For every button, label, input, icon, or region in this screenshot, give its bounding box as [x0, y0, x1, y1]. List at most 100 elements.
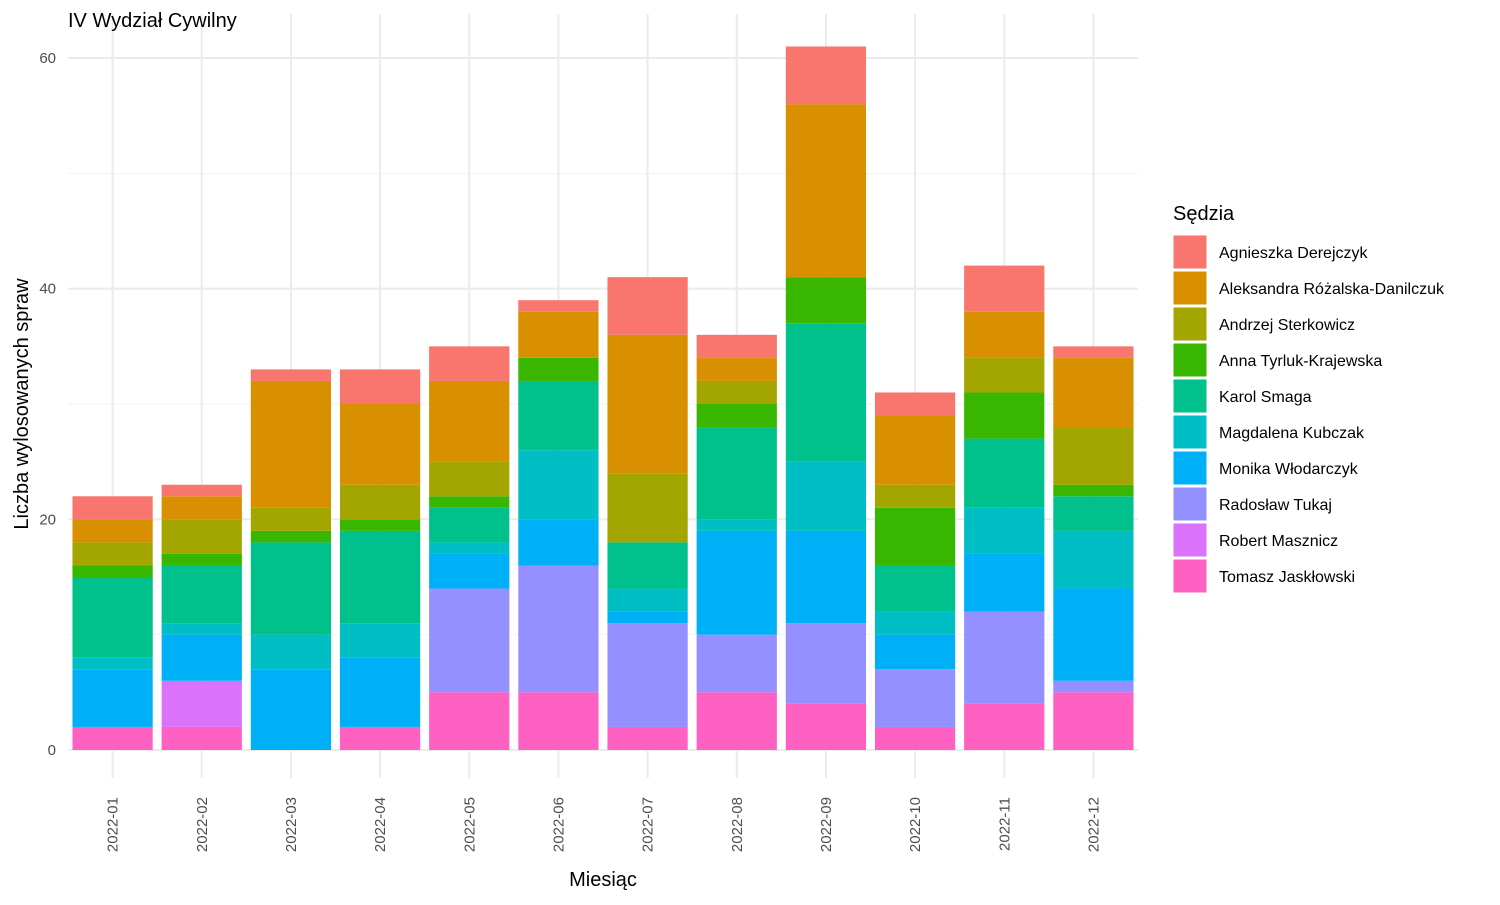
bar-segment-karol-smaga	[874, 565, 956, 612]
bar-segment-magdalena-kubczak	[1053, 530, 1134, 589]
bar-segment-radoslaw-tukaj	[1053, 680, 1134, 693]
bar-segment-anna-tyrluk-krajewska	[72, 565, 153, 577]
bar-segment-monika-wlodarczyk	[518, 519, 599, 566]
legend-label-andrzej-sterkowicz: Andrzej Sterkowicz	[1219, 317, 1355, 334]
bar-segment-karol-smaga	[785, 323, 867, 462]
bar-segment-monika-wlodarczyk	[339, 657, 421, 727]
bar-segment-anna-tyrluk-krajewska	[161, 553, 242, 566]
bar-segment-andrzej-sterkowicz	[1053, 427, 1134, 485]
x-tick-label: 2022-12	[1085, 797, 1102, 852]
legend-key-aleksandra-rozalska-danilczuk	[1172, 270, 1208, 306]
bar-segment-tomasz-jasklowski	[72, 726, 153, 750]
legend-title: Sędzia	[1173, 203, 1235, 225]
bar-segment-karol-smaga	[429, 507, 510, 543]
bar-segment-anna-tyrluk-krajewska	[785, 277, 867, 324]
bar-segment-magdalena-kubczak	[607, 588, 688, 612]
bar-segment-magdalena-kubczak	[250, 634, 332, 670]
x-tick-label: 2022-10	[907, 797, 924, 852]
bar-segment-aleksandra-rozalska-danilczuk	[874, 415, 956, 485]
bar-segment-robert-masznicz	[161, 680, 242, 727]
bar-segment-agnieszka-derejczyk	[607, 277, 688, 335]
bar-segment-magdalena-kubczak	[339, 623, 421, 658]
bar-segment-andrzej-sterkowicz	[429, 461, 510, 497]
y-axis-ticks: 0 20 40 60	[39, 50, 56, 759]
legend-label-magdalena-kubczak: Magdalena Kubczak	[1219, 425, 1365, 442]
bar-segment-aleksandra-rozalska-danilczuk	[785, 104, 867, 278]
bar-segment-karol-smaga	[518, 380, 599, 451]
bar-segment-monika-wlodarczyk	[607, 611, 688, 624]
legend-label-aleksandra-rozalska-danilczuk: Aleksandra Różalska-Danilczuk	[1219, 281, 1445, 298]
bar-segment-magdalena-kubczak	[964, 507, 1045, 554]
bar-segment-anna-tyrluk-krajewska	[518, 357, 599, 381]
bar-segment-tomasz-jasklowski	[161, 726, 242, 750]
x-tick-label: 2022-04	[372, 797, 389, 852]
bar-segment-aleksandra-rozalska-danilczuk	[696, 357, 777, 381]
y-tick-label: 20	[39, 511, 56, 528]
x-axis-ticks: 2022-01 2022-02 2022-03 2022-04 2022-05 2022-…	[105, 797, 1103, 852]
bars	[72, 46, 1134, 750]
bar-segment-tomasz-jasklowski	[874, 726, 956, 750]
x-tick-label: 2022-09	[818, 797, 835, 852]
legend-key-agnieszka-derejczyk	[1172, 234, 1208, 270]
bar-segment-anna-tyrluk-krajewska	[250, 530, 332, 543]
legend-key-tomasz-jasklowski	[1172, 558, 1208, 594]
bar-segment-aleksandra-rozalska-danilczuk	[964, 311, 1045, 358]
bar-segment-monika-wlodarczyk	[161, 634, 242, 681]
legend: Agnieszka Derejczyk Aleksandra Różalska-D…	[1172, 234, 1445, 594]
bar-segment-andrzej-sterkowicz	[72, 542, 153, 566]
bar-segment-karol-smaga	[696, 427, 777, 520]
x-tick-label: 2022-08	[729, 797, 746, 852]
bar-segment-karol-smaga	[964, 438, 1045, 508]
bar-segment-karol-smaga	[607, 542, 688, 589]
bar-segment-tomasz-jasklowski	[607, 726, 688, 750]
bar-segment-magdalena-kubczak	[785, 461, 867, 531]
bar-segment-aleksandra-rozalska-danilczuk	[250, 380, 332, 508]
bar-segment-magdalena-kubczak	[696, 519, 777, 531]
bar-segment-monika-wlodarczyk	[72, 669, 153, 727]
bar-segment-agnieszka-derejczyk	[429, 346, 510, 381]
y-tick-label: 40	[39, 281, 56, 298]
bar-segment-magdalena-kubczak	[518, 450, 599, 520]
bar-segment-andrzej-sterkowicz	[250, 507, 332, 531]
bar-segment-agnieszka-derejczyk	[874, 392, 956, 416]
bar-segment-monika-wlodarczyk	[250, 669, 332, 750]
bar-segment-anna-tyrluk-krajewska	[429, 496, 510, 508]
legend-label-agnieszka-derejczyk: Agnieszka Derejczyk	[1219, 245, 1369, 262]
bar-segment-monika-wlodarczyk	[785, 530, 867, 624]
legend-key-magdalena-kubczak	[1172, 414, 1208, 450]
legend-key-monika-wlodarczyk	[1172, 450, 1208, 486]
bar-segment-agnieszka-derejczyk	[339, 369, 421, 404]
x-tick-label: 2022-03	[283, 797, 300, 852]
x-tick-label: 2022-05	[461, 797, 478, 852]
bar-segment-tomasz-jasklowski	[696, 692, 777, 750]
bar-segment-magdalena-kubczak	[161, 623, 242, 635]
bar-segment-radoslaw-tukaj	[429, 588, 510, 693]
bar-segment-tomasz-jasklowski	[518, 692, 599, 750]
bar-segment-monika-wlodarczyk	[1053, 588, 1134, 681]
bar-segment-tomasz-jasklowski	[1053, 692, 1134, 750]
bar-segment-andrzej-sterkowicz	[696, 380, 777, 404]
legend-key-radoslaw-tukaj	[1172, 486, 1208, 522]
bar-segment-karol-smaga	[72, 577, 153, 658]
bar-segment-andrzej-sterkowicz	[161, 519, 242, 554]
bar-segment-tomasz-jasklowski	[339, 726, 421, 750]
bar-segment-aleksandra-rozalska-danilczuk	[72, 519, 153, 543]
bar-segment-monika-wlodarczyk	[429, 553, 510, 589]
bar-segment-karol-smaga	[250, 542, 332, 635]
bar-segment-andrzej-sterkowicz	[339, 484, 421, 520]
bar-segment-aleksandra-rozalska-danilczuk	[1053, 357, 1134, 428]
bar-segment-karol-smaga	[161, 565, 242, 624]
bar-segment-tomasz-jasklowski	[964, 703, 1045, 750]
y-tick-label: 60	[39, 50, 56, 67]
x-tick-label: 2022-11	[996, 797, 1013, 851]
bar-segment-radoslaw-tukaj	[785, 623, 867, 704]
bar-segment-aleksandra-rozalska-danilczuk	[607, 334, 688, 474]
bar-segment-karol-smaga	[1053, 496, 1134, 531]
bar-segment-agnieszka-derejczyk	[72, 496, 153, 520]
legend-label-tomasz-jasklowski: Tomasz Jaskłowski	[1219, 569, 1355, 586]
bar-segment-andrzej-sterkowicz	[607, 473, 688, 543]
legend-label-radoslaw-tukaj: Radosław Tukaj	[1219, 497, 1332, 514]
legend-label-robert-masznicz: Robert Masznicz	[1219, 533, 1338, 550]
legend-label-anna-tyrluk-krajewska: Anna Tyrluk-Krajewska	[1219, 353, 1382, 370]
